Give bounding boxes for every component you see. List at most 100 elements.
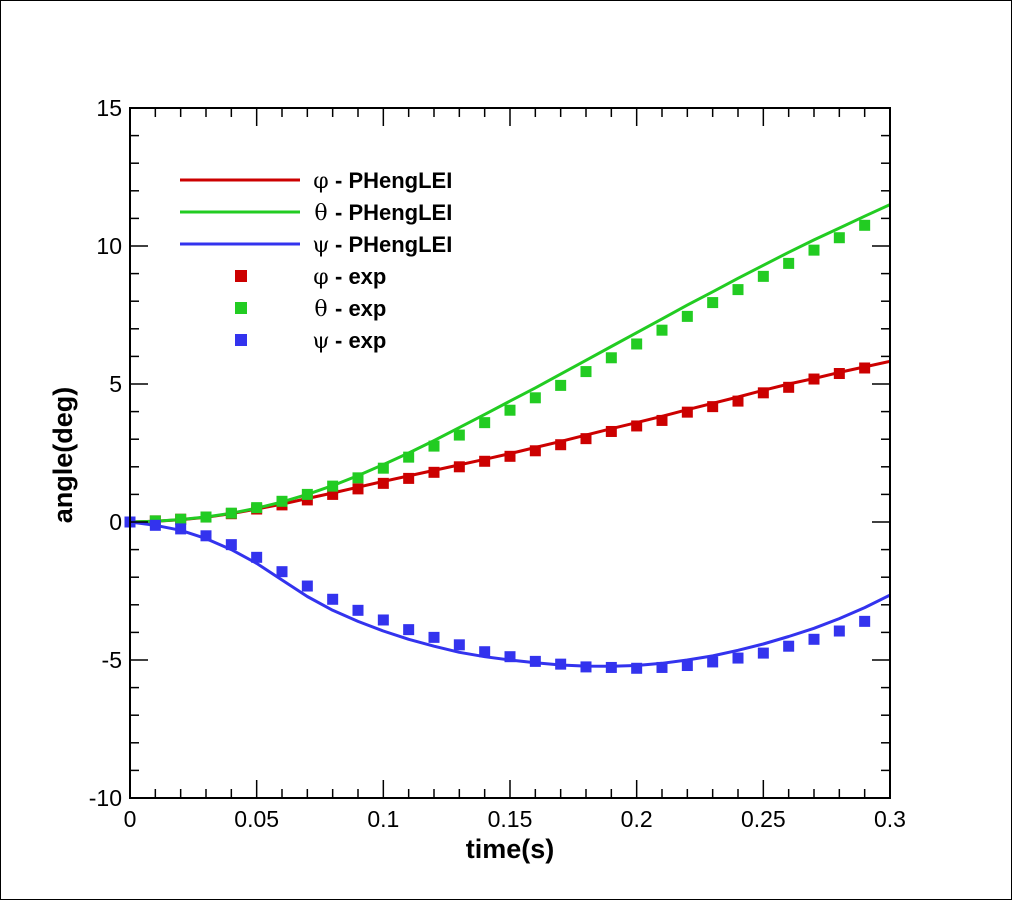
- data-point: [504, 404, 516, 416]
- x-axis-title: time(s): [466, 834, 555, 864]
- x-tick-label: 0.2: [621, 806, 653, 832]
- data-point: [225, 539, 237, 551]
- legend-symbol: φ: [313, 169, 328, 194]
- data-point: [707, 297, 719, 309]
- data-point: [403, 624, 415, 636]
- x-tick-label: 0: [124, 806, 137, 832]
- data-point: [352, 483, 364, 495]
- data-point: [276, 566, 288, 578]
- data-point: [808, 373, 820, 385]
- legend-label: - exp: [335, 296, 386, 321]
- y-tick-label: 5: [109, 371, 122, 397]
- data-point: [783, 381, 795, 393]
- data-point: [149, 519, 161, 531]
- legend-symbol: θ: [314, 297, 327, 322]
- x-tick-label: 0.25: [741, 806, 786, 832]
- data-point: [808, 244, 820, 256]
- data-point: [631, 338, 643, 350]
- data-point: [301, 580, 313, 592]
- x-tick-label: 0.3: [874, 806, 906, 832]
- data-point: [251, 551, 263, 563]
- data-point: [276, 495, 288, 507]
- data-point: [352, 604, 364, 616]
- data-point: [428, 440, 440, 452]
- data-point: [377, 462, 389, 474]
- data-point: [403, 472, 415, 484]
- legend-label: - PHengLEI: [335, 232, 452, 257]
- data-point: [580, 661, 592, 673]
- legend-symbol: φ: [313, 265, 328, 290]
- x-tick-label: 0.05: [234, 806, 279, 832]
- legend-marker-swatch: [235, 270, 247, 282]
- data-point: [656, 324, 668, 336]
- legend-symbol: ψ: [312, 233, 329, 258]
- legend-symbol: ψ: [312, 329, 329, 354]
- data-point: [251, 502, 263, 514]
- legend-entry-0: φ - PHengLEI: [180, 168, 452, 194]
- data-point: [631, 420, 643, 432]
- legend-symbol: θ: [314, 201, 327, 226]
- data-point: [479, 417, 491, 429]
- data-point: [580, 433, 592, 445]
- data-point: [175, 523, 187, 535]
- y-tick-label: 10: [96, 233, 122, 259]
- data-point: [555, 658, 567, 670]
- y-tick-label: -5: [102, 647, 122, 673]
- data-point: [732, 284, 744, 296]
- data-point: [377, 614, 389, 626]
- data-point: [301, 488, 313, 500]
- data-point: [453, 461, 465, 473]
- data-point: [783, 257, 795, 269]
- legend-label: - PHengLEI: [335, 200, 452, 225]
- data-point: [529, 655, 541, 667]
- data-point: [453, 429, 465, 441]
- legend-entry-4: θ - exp: [235, 296, 386, 322]
- data-point: [783, 640, 795, 652]
- data-point: [555, 379, 567, 391]
- data-point: [732, 395, 744, 407]
- data-point: [403, 451, 415, 463]
- legend-entry-3: φ - exp: [235, 264, 386, 290]
- data-point: [757, 270, 769, 282]
- legend-entry-1: θ - PHengLEI: [180, 200, 452, 226]
- data-point: [605, 425, 617, 437]
- data-point: [656, 661, 668, 673]
- legend-marker-swatch: [235, 334, 247, 346]
- data-point: [327, 480, 339, 492]
- legend-label: - exp: [335, 264, 386, 289]
- y-tick-label: 0: [109, 509, 122, 535]
- data-point: [428, 466, 440, 478]
- data-point: [605, 661, 617, 673]
- data-point: [301, 494, 313, 506]
- y-tick-label: 15: [96, 95, 122, 121]
- data-point: [225, 507, 237, 519]
- axes-layer: 0 0.05 0.1 0.15 0.2 0.25 0.3 -10 -5 0 5 10 15: [89, 95, 906, 832]
- data-point: [707, 401, 719, 413]
- legend-entry-2: ψ- PHengLEI: [180, 232, 452, 258]
- data-point: [656, 414, 668, 426]
- data-point: [732, 652, 744, 664]
- data-point: [681, 406, 693, 418]
- x-tick-label: 0.15: [488, 806, 533, 832]
- data-point: [833, 368, 845, 380]
- data-point: [605, 352, 617, 364]
- data-point: [327, 488, 339, 500]
- data-point: [529, 445, 541, 457]
- data-point: [504, 651, 516, 663]
- data-point: [352, 472, 364, 484]
- data-point: [833, 232, 845, 244]
- series-layer: [124, 203, 891, 674]
- data-point: [859, 615, 871, 627]
- data-point: [580, 366, 592, 378]
- data-point: [175, 513, 187, 525]
- data-point: [808, 633, 820, 645]
- data-point: [377, 477, 389, 489]
- data-point: [479, 646, 491, 658]
- data-point: [200, 511, 212, 523]
- data-point: [529, 392, 541, 404]
- data-point: [428, 631, 440, 643]
- legend-label: - exp: [335, 328, 386, 353]
- data-point: [859, 219, 871, 231]
